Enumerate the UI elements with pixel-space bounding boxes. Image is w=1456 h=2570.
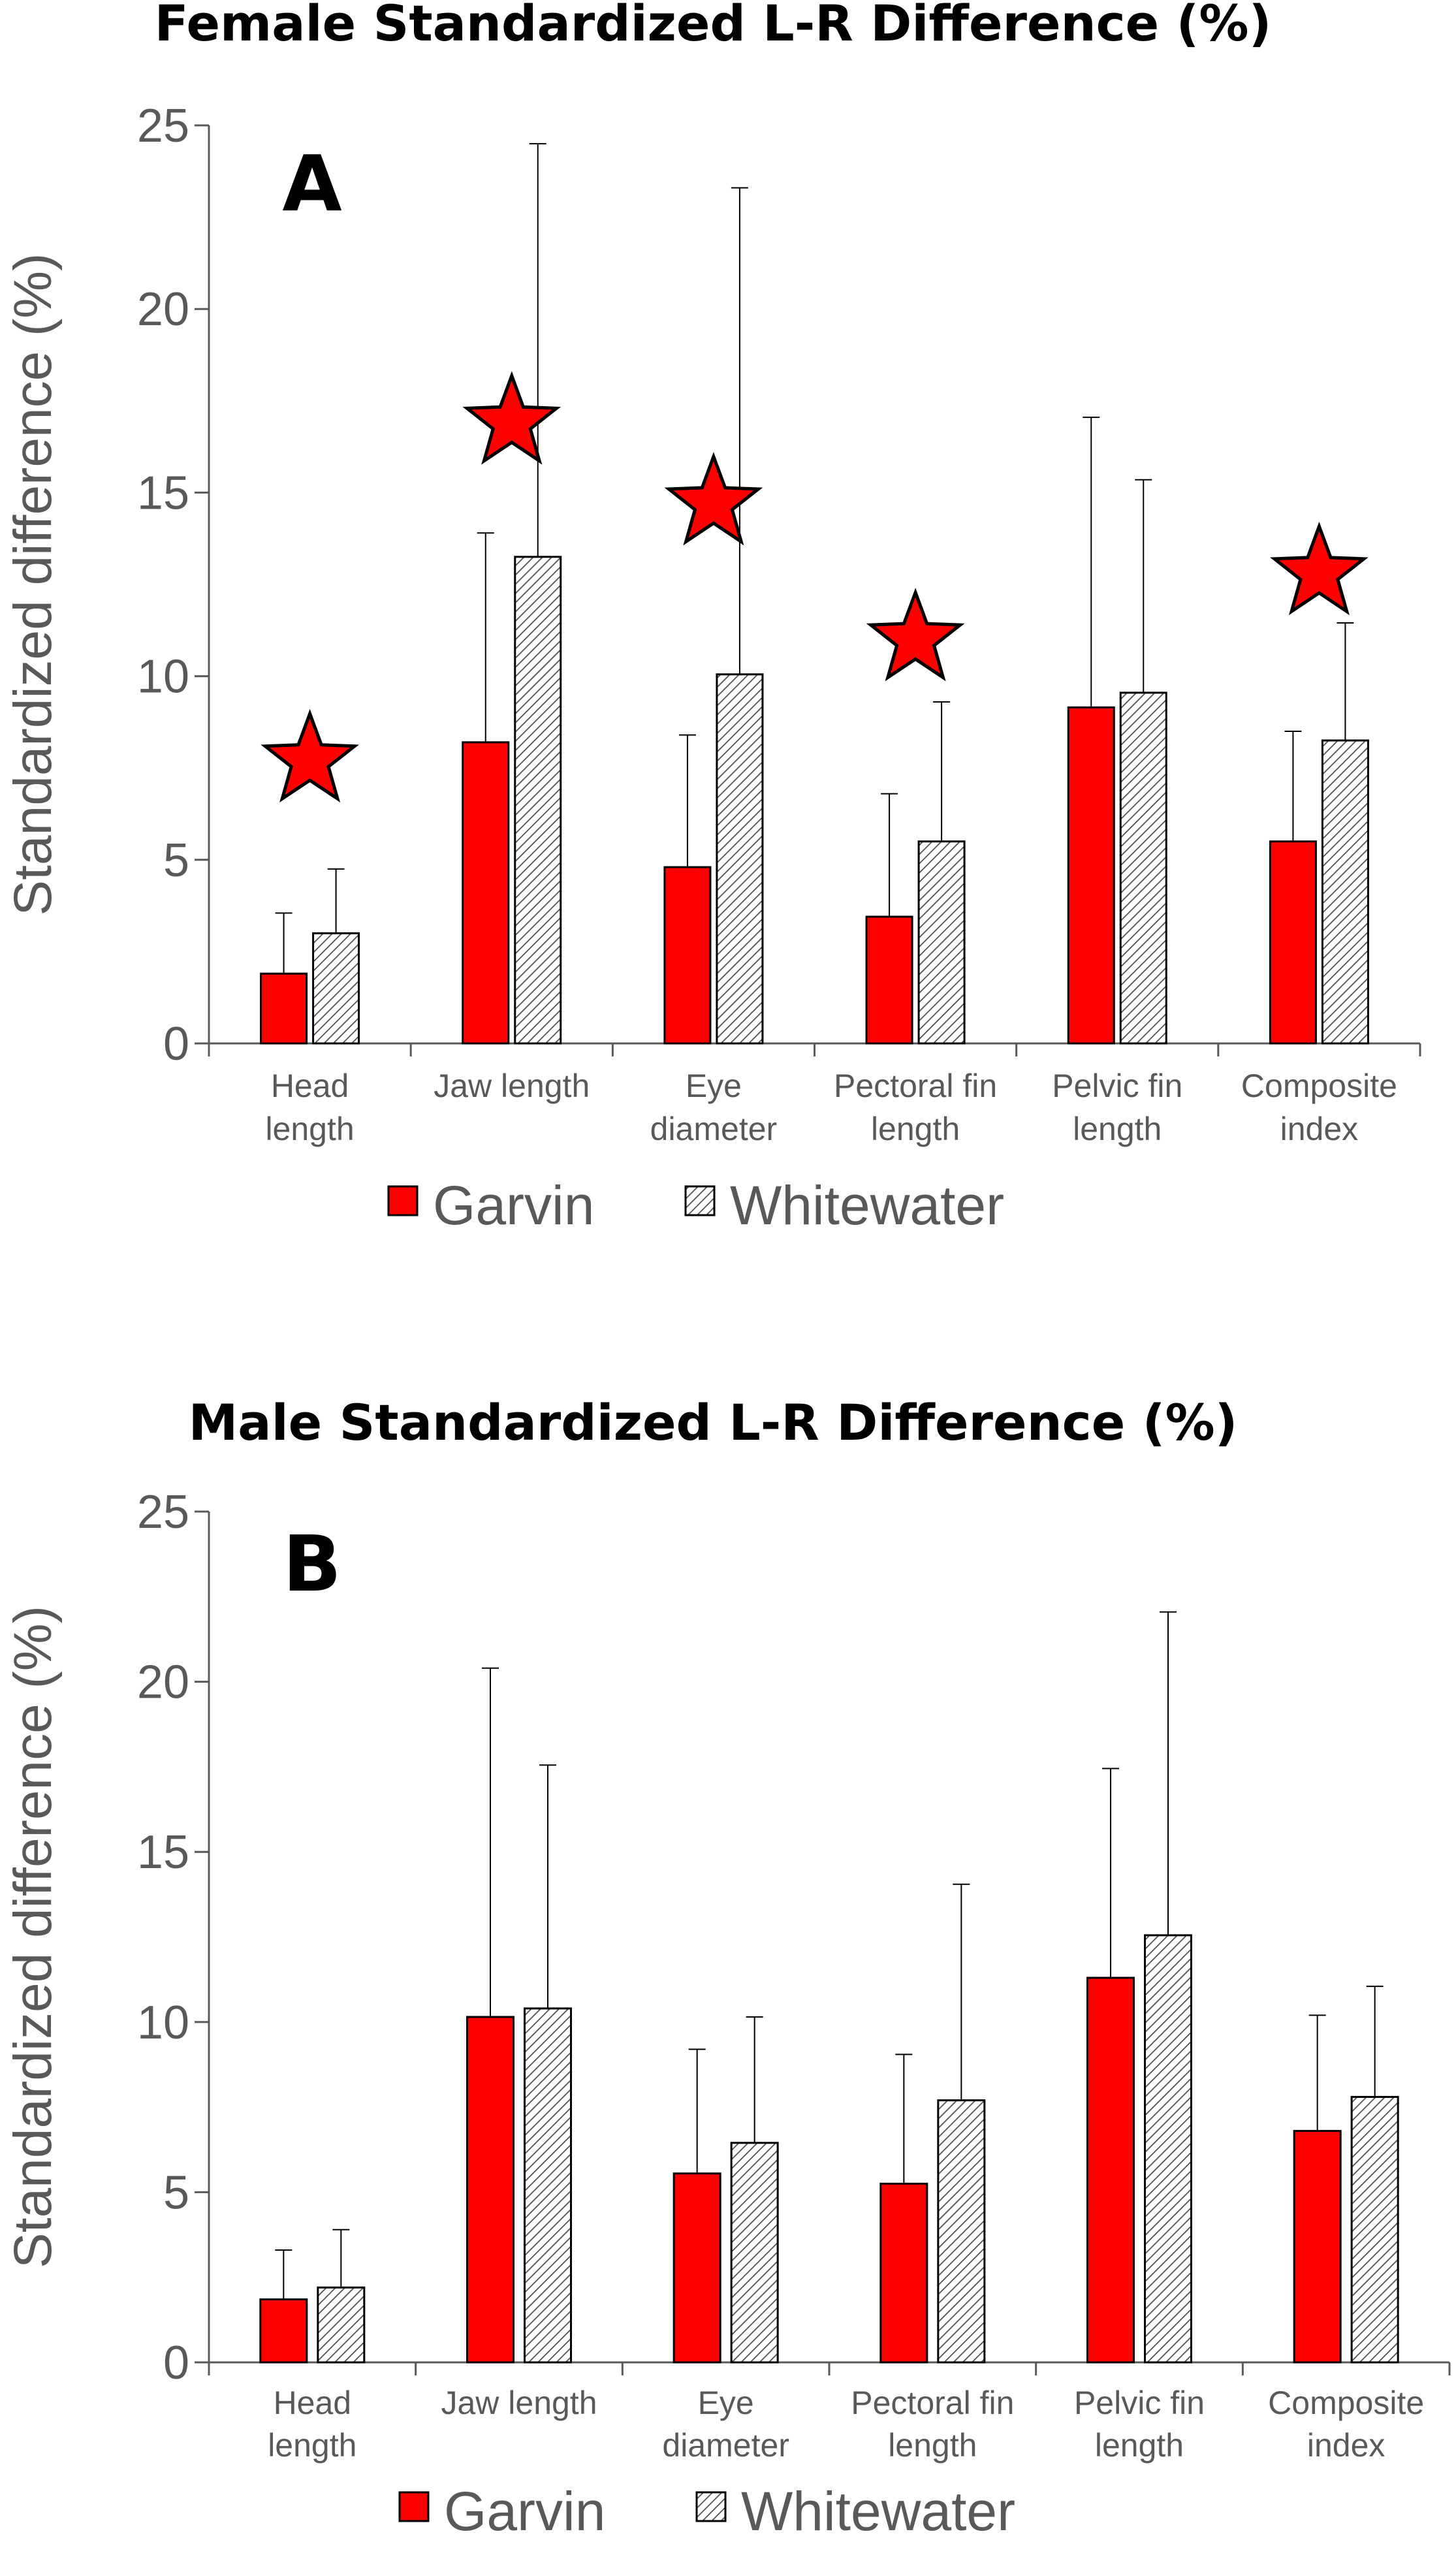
chart0-y-axis-label: Standardized difference (%) (3, 253, 63, 916)
chart0-significance-star (664, 452, 763, 546)
chart1-legend-whitewater-label: Whitewater (741, 2481, 1015, 2542)
chart0-whitewater-bar (1321, 739, 1369, 1045)
chart0-garvin-bar (663, 866, 712, 1045)
chart0-significance-star (462, 371, 562, 465)
chart1-panel-label: B (283, 1519, 341, 1609)
chart1-y-tick-label: 25 (137, 1486, 189, 1538)
chart1-category-label: Composite index (1268, 2385, 1424, 2464)
chart1-garvin-bar (259, 2298, 308, 2364)
chart0-whitewater-bar (514, 556, 562, 1045)
chart1-garvin-bar (879, 2182, 928, 2364)
chart1-category-line: Pectoral fin (851, 2385, 1014, 2421)
chart1-whitewater-bar (1350, 2095, 1399, 2364)
chart1-category-label: Eye diameter (662, 2385, 789, 2464)
chart1-y-tick-label: 0 (163, 2337, 189, 2389)
chart0-y-tick-label: 20 (137, 283, 189, 336)
chart1-category-label: Jaw length (441, 2385, 597, 2421)
chart0-panel-label: A (282, 138, 341, 229)
chart1-garvin-bar (466, 2016, 514, 2364)
chart0-category-line: Eye (686, 1068, 742, 1104)
chart1-y-tick-label: 10 (137, 1997, 189, 2049)
chart0-category-line: diameter (650, 1111, 778, 1147)
chart0-legend-whitewater-label: Whitewater (730, 1175, 1004, 1236)
chart0-category-label: Head length (265, 1068, 354, 1147)
chart1-whitewater-bar (317, 2286, 366, 2364)
chart0-significance-star (261, 708, 359, 803)
chart0-garvin-bar (462, 741, 510, 1045)
chart1-whitewater-bar (937, 2099, 986, 2364)
chart0-category-line: Pectoral fin (834, 1068, 997, 1104)
chart1-legend-garvin-label: Garvin (444, 2481, 605, 2542)
chart0-garvin-bar (865, 915, 913, 1045)
chart1-category-line: Eye (698, 2385, 754, 2421)
chart0-category-line: Pelvic fin (1052, 1068, 1182, 1104)
chart1-garvin-bar (1086, 1976, 1135, 2364)
chart0-category-label: Pelvic fin length (1052, 1068, 1182, 1147)
chart0-legend-whitewater-swatch (684, 1185, 716, 1216)
chart0-category-label: Pectoral fin length (834, 1068, 997, 1147)
chart1-y-axis-label: Standardized difference (%) (3, 1606, 63, 2268)
chart0-whitewater-bar (1119, 691, 1167, 1045)
chart1-y-tick-label: 5 (163, 2166, 189, 2219)
chart0-significance-star (1270, 521, 1369, 616)
chart1-whitewater-bar (1144, 1934, 1192, 2364)
chart1-category-line: length (1095, 2427, 1184, 2464)
chart1-title: Male Standardized L-R Difference (%) (189, 1393, 1238, 1452)
chart0-category-line: Head (271, 1068, 349, 1104)
chart0-category-label: Eye diameter (650, 1068, 778, 1147)
chart1-whitewater-bar (730, 2142, 779, 2364)
chart0-garvin-bar (1067, 706, 1115, 1045)
chart0-y-tick-label: 5 (163, 834, 189, 887)
chart0-category-line: Composite (1241, 1068, 1397, 1104)
chart1-category-line: Composite (1268, 2385, 1424, 2421)
chart0-category-line: Jaw length (434, 1068, 590, 1104)
chart0-category-line: index (1280, 1111, 1359, 1147)
chart0-title: Female Standardized L-R Difference (%) (155, 0, 1272, 52)
chart1-category-label: Head length (268, 2385, 356, 2464)
chart1-category-line: index (1307, 2427, 1385, 2464)
chart1-category-label: Pectoral fin length (851, 2385, 1014, 2464)
chart1-legend-whitewater-swatch (695, 2491, 727, 2522)
chart1-garvin-bar (673, 2172, 721, 2364)
chart1-legend-garvin-swatch (398, 2491, 430, 2522)
chart0-whitewater-bar (917, 840, 966, 1045)
chart0-category-line: length (265, 1111, 354, 1147)
chart1-category-line: length (268, 2427, 356, 2464)
chart0-y-tick-label: 25 (137, 100, 189, 152)
chart1-category-line: Pelvic fin (1074, 2385, 1205, 2421)
chart0-legend-garvin-label: Garvin (433, 1175, 594, 1236)
chart0-whitewater-bar (312, 932, 360, 1045)
chart0-category-line: length (1073, 1111, 1162, 1147)
chart0-garvin-bar (1269, 840, 1317, 1045)
chart0-significance-star (866, 588, 965, 682)
chart0-y-tick-label: 15 (137, 467, 189, 519)
chart1-category-line: length (888, 2427, 977, 2464)
chart1-y-tick-label: 20 (137, 1657, 189, 1709)
chart0-category-label: Jaw length (434, 1068, 590, 1104)
chart1-category-line: Head (274, 2385, 352, 2421)
chart0-legend-garvin-swatch (387, 1185, 419, 1216)
chart0-garvin-bar (260, 972, 308, 1045)
chart0-y-tick-label: 10 (137, 651, 189, 703)
chart1-category-label: Pelvic fin length (1074, 2385, 1205, 2464)
chart0-y-tick-label: 0 (163, 1018, 189, 1070)
chart0-category-line: length (871, 1111, 960, 1147)
chart1-garvin-bar (1293, 2130, 1342, 2364)
chart0-whitewater-bar (716, 673, 764, 1045)
chart1-y-tick-label: 15 (137, 1826, 189, 1879)
chart1-category-line: Jaw length (441, 2385, 597, 2421)
chart1-category-line: diameter (662, 2427, 789, 2464)
chart0-category-label: Composite index (1241, 1068, 1397, 1147)
chart1-whitewater-bar (524, 2007, 572, 2364)
